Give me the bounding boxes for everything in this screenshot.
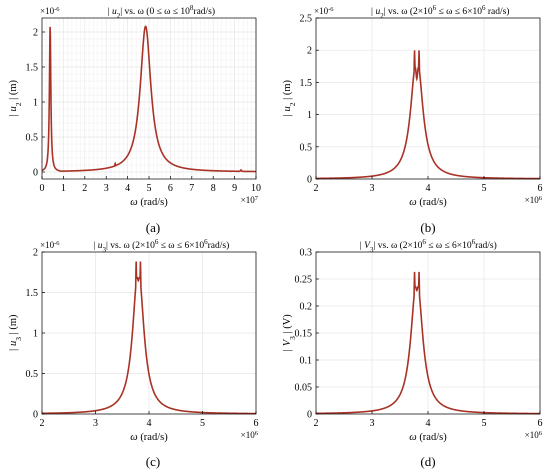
x-multiplier: ×106: [525, 430, 543, 441]
x-axis-label: ω (rad/s): [130, 432, 168, 443]
y-tick-label: 0.5: [26, 133, 39, 144]
x-tick-label: 6: [538, 418, 543, 429]
x-tick-label: 3: [104, 183, 109, 194]
y-axis-label: | u3 | (m): [8, 314, 23, 352]
x-tick-label: 4: [426, 183, 431, 194]
x-axis-label: ω (rad/s): [409, 197, 447, 208]
y-tick-label: 2.5: [300, 14, 313, 25]
x-tick-label: 5: [482, 183, 487, 194]
panel-a: 0 1 2 3 4 5 6 7 8 9 10 0 0.5 1 1.5 2 | u2| vs. ω (0 ≤ ω …: [8, 4, 261, 208]
chart-title: | u3| vs. ω (2×106 ≤ ω ≤ 6×106rad/s): [93, 238, 230, 254]
y-tick-label: 2: [33, 248, 38, 259]
series-line: [315, 271, 540, 415]
x-tick-label: 6: [168, 183, 173, 194]
y-tick-label: 0: [33, 410, 38, 421]
x-tick-label: 6: [538, 183, 543, 194]
series-line: [41, 25, 256, 173]
x-tick-label: 7: [189, 183, 194, 194]
x-tick-label: 4: [125, 183, 130, 194]
y-tick-label: 0: [307, 410, 312, 421]
x-multiplier: ×106: [525, 195, 543, 206]
y-multiplier: ×10-6: [40, 240, 60, 251]
y-tick-label: 0: [33, 168, 38, 179]
y-tick-label: 0.1: [300, 356, 313, 367]
chart-title: | V3| vs. ω (2×106 ≤ ω ≤ 6×106rad/s): [359, 238, 497, 254]
y-tick-label: 1.5: [26, 288, 39, 299]
x-tick-label: 4: [426, 418, 431, 429]
x-tick-label: 10: [251, 183, 261, 194]
x-axis-label: ω (rad/s): [130, 197, 168, 208]
chart-title: | u2| vs. ω (0 ≤ ω ≤ 108rad/s): [107, 4, 215, 20]
x-tick-label: 2: [314, 418, 319, 429]
y-tick-label: 1: [33, 329, 38, 340]
y-axis-label: | V3 | (V): [282, 314, 297, 352]
caption-d: (d): [420, 454, 435, 469]
caption-c: (c): [146, 454, 160, 469]
y-multiplier: ×10-6: [314, 6, 334, 17]
x-tick-label: 2: [40, 418, 45, 429]
panel-b: 2 3 4 5 6 0 0.5 1 1.5 2 2.5 | u2| vs. ω (2×106 ≤ ω …: [282, 4, 543, 208]
x-multiplier: ×107: [241, 195, 259, 206]
y-axis-label: | u2 | (m): [8, 79, 23, 117]
x-tick-label: 5: [200, 418, 205, 429]
x-tick-label: 5: [147, 183, 152, 194]
x-axis-label: ω (rad/s): [409, 432, 447, 443]
y-multiplier: ×10-6: [40, 6, 60, 17]
panel-d: 2 3 4 5 6 0 0.05 0.1 0.15 0.2 0.25 0.3 | V3| vs. ω (…: [282, 238, 543, 443]
x-tick-label: 4: [147, 418, 152, 429]
y-tick-label: 0.2: [300, 302, 313, 313]
x-tick-label: 3: [93, 418, 98, 429]
x-tick-label: 2: [82, 183, 87, 194]
y-tick-label: 0.5: [26, 369, 39, 380]
y-tick-label: 2: [307, 46, 312, 57]
x-tick-label: 3: [370, 183, 375, 194]
y-tick-label: 0.25: [295, 275, 313, 286]
y-axis-label: | u2 | (m): [282, 79, 297, 117]
x-tick-label: 9: [232, 183, 237, 194]
x-tick-label: 2: [314, 183, 319, 194]
y-tick-label: 2: [33, 28, 38, 39]
x-tick-label: 5: [482, 418, 487, 429]
y-tick-label: 1.5: [300, 78, 313, 89]
y-tick-label: 1: [33, 98, 38, 109]
y-tick-label: 1.5: [26, 63, 39, 74]
x-tick-label: 8: [211, 183, 216, 194]
caption-a: (a): [146, 220, 160, 235]
chart-title: | u2| vs. ω (2×106 ≤ ω ≤ 6×106 rad/s): [371, 4, 510, 20]
series-line: [42, 261, 256, 415]
y-tick-label: 0: [307, 175, 312, 186]
x-tick-label: 0: [40, 183, 45, 194]
y-tick-label: 1: [307, 110, 312, 121]
series-line: [316, 50, 540, 180]
y-tick-label: 0.5: [300, 142, 313, 153]
y-tick-label: 0.05: [295, 383, 313, 394]
panel-c: 2 3 4 5 6 0 0.5 1 1.5 2 | u3| vs. ω (2×106 ≤ ω ≤ 6…: [8, 238, 259, 443]
x-tick-label: 1: [61, 183, 66, 194]
x-tick-label: 6: [254, 418, 259, 429]
x-multiplier: ×106: [241, 430, 259, 441]
y-tick-label: 0.15: [295, 329, 313, 340]
y-tick-label: 0.3: [300, 248, 313, 259]
caption-b: (b): [420, 220, 435, 235]
x-tick-label: 3: [370, 418, 375, 429]
